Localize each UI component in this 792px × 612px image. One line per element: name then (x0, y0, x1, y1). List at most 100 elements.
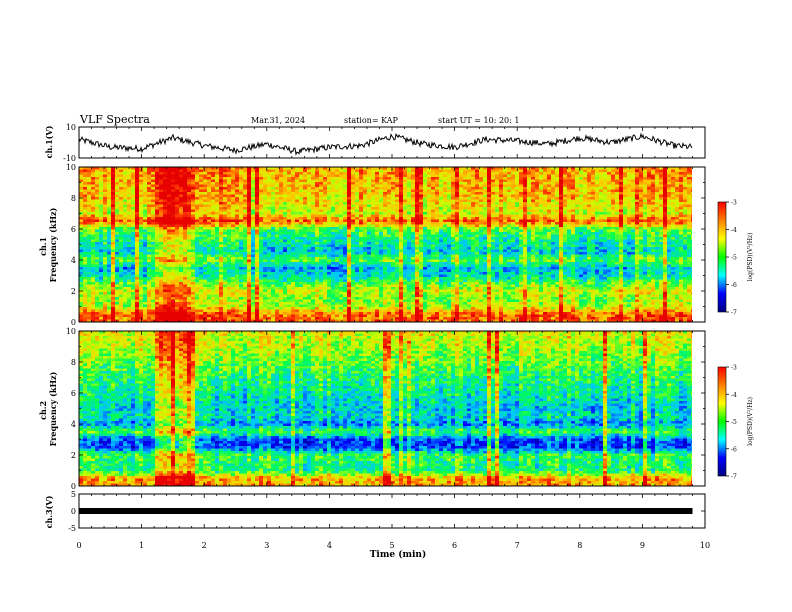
spectrogram-cell (555, 174, 559, 178)
spectrogram-cell (447, 174, 451, 178)
spectrogram-cell (139, 244, 143, 248)
spectrogram-cell (271, 232, 275, 235)
spectrogram-cell (295, 219, 299, 223)
spectrogram-cell (579, 209, 583, 213)
spectrogram-cell (667, 187, 671, 190)
spectrogram-cell (691, 229, 692, 233)
spectrogram-cell (315, 214, 319, 218)
spectrogram-cell (611, 214, 615, 218)
spectrogram-cell (471, 237, 475, 240)
spectrogram-cell (543, 217, 547, 220)
spectrogram-cell (411, 192, 415, 195)
spectrogram-cell (239, 229, 243, 233)
spectrogram-cell (447, 194, 451, 198)
spectrogram-cell (271, 222, 275, 225)
spectrogram-cell (355, 239, 359, 243)
spectrogram-cell (175, 202, 179, 205)
spectrogram-cell (459, 192, 463, 195)
spectrogram-cell (91, 222, 95, 225)
spectrogram-cell (323, 202, 327, 205)
spectrogram-cell (639, 217, 643, 220)
spectrogram-cell (671, 234, 675, 238)
spectrogram-cell (107, 177, 111, 180)
spectrogram-cell (639, 212, 643, 215)
spectrogram-cell (499, 199, 503, 203)
spectrogram-cell (423, 217, 427, 220)
spectrogram-cell (331, 187, 335, 190)
spectrogram-cell (303, 237, 307, 240)
spectrogram-cell (159, 239, 163, 243)
spectrogram-cell (587, 169, 591, 173)
spectrogram-cell (479, 204, 483, 208)
spectrogram-cell (291, 234, 295, 238)
spectrogram-cell (599, 209, 603, 213)
spectrogram-cell (187, 227, 191, 230)
spectrogram-cell (131, 234, 135, 238)
spectrogram-cell (355, 219, 359, 223)
spectrogram-cell (655, 187, 659, 190)
spectrogram-cell (99, 194, 103, 198)
spectrogram-cell (203, 172, 207, 175)
spectrogram-cell (307, 207, 311, 210)
spectrogram-cell (419, 222, 423, 225)
spectrogram-cell (223, 204, 227, 208)
spectrogram-cell (651, 234, 655, 238)
spectrogram-cell (395, 212, 399, 215)
spectrogram-cell (227, 194, 231, 198)
spectrogram-cell (379, 227, 383, 230)
spectrogram-cell (643, 209, 647, 213)
spectrogram-cell (563, 197, 567, 200)
spectrogram-cell (135, 224, 139, 228)
spectrogram-cell (679, 222, 683, 225)
spectrogram-cell (379, 237, 383, 240)
spectrogram-cell (163, 167, 167, 170)
spectrogram-cell (327, 192, 331, 195)
spectrogram-cell (675, 199, 679, 203)
spectrogram-cell (359, 189, 363, 193)
spectrogram-cell (575, 192, 579, 195)
spectrogram-cell (195, 219, 199, 223)
spectrogram-cell (627, 239, 631, 243)
spectrogram-cell (91, 234, 95, 238)
spectrogram-cell (199, 179, 203, 183)
spectrogram-cell (519, 187, 523, 190)
spectrogram-cell (115, 224, 119, 228)
spectrogram-cell (511, 244, 515, 248)
spectrogram-cell (427, 192, 431, 195)
spectrogram-cell (623, 212, 627, 215)
spectrogram-cell (363, 187, 367, 190)
spectrogram-cell (419, 217, 423, 220)
spectrogram-cell (351, 232, 355, 235)
spectrogram-cell (271, 242, 275, 245)
spectrogram-cell (307, 192, 311, 195)
spectrogram-cell (267, 219, 271, 223)
spectrogram-cell (131, 237, 135, 240)
spectrogram-cell (279, 192, 283, 195)
spectrogram-cell (631, 167, 635, 170)
spectrogram-cell (611, 189, 615, 193)
spectrogram-cell (447, 169, 451, 173)
spectrogram-cell (527, 199, 531, 203)
spectrogram-cell (547, 172, 551, 175)
spectrogram-cell (583, 167, 587, 170)
spectrogram-cell (307, 167, 311, 170)
spectrogram-cell (491, 209, 495, 213)
spectrogram-cell (203, 222, 207, 225)
spectrogram-cell (483, 182, 487, 185)
spectrogram-cell (155, 229, 159, 233)
spectrogram-cell (455, 227, 459, 230)
spectrogram-cell (295, 212, 299, 215)
spectrogram-cell (515, 174, 519, 178)
spectrogram-cell (131, 194, 135, 198)
spectrogram-cell (299, 204, 303, 208)
spectrogram-cell (219, 244, 223, 248)
spectrogram-cell (611, 174, 615, 178)
spectrogram-cell (603, 209, 607, 213)
spectrogram-cell (79, 222, 83, 225)
spectrogram-cell (691, 184, 692, 188)
spectrogram-cell (155, 184, 159, 188)
spectrogram-cell (263, 202, 267, 205)
spectrogram-cell (535, 187, 539, 190)
spectrogram-cell (295, 222, 299, 225)
spectrogram-cell (579, 242, 583, 245)
